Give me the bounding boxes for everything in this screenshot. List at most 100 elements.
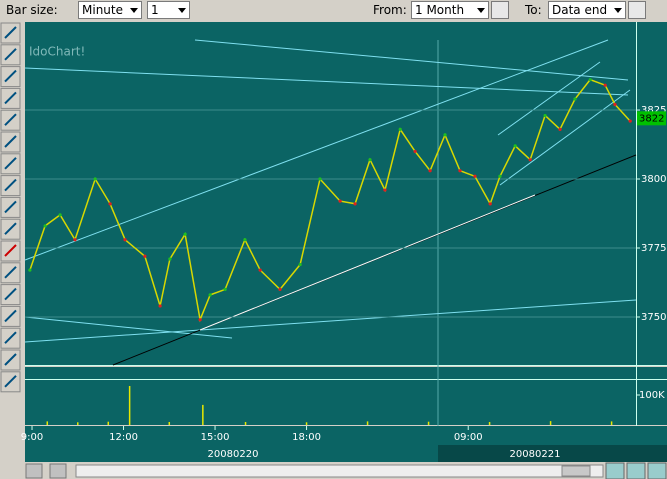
price-point (243, 238, 247, 242)
tool-icon (4, 178, 17, 192)
price-point (368, 158, 372, 162)
price-point (108, 202, 112, 206)
trend-lines (24, 39, 637, 343)
price-point (278, 287, 282, 291)
from-calendar-button[interactable] (491, 1, 509, 19)
tool-buttons (0, 22, 21, 393)
tool-icon (4, 353, 17, 366)
trend-line (194, 39, 629, 81)
trend-line (24, 316, 233, 339)
price-point (158, 304, 162, 308)
tool-icon (4, 309, 17, 323)
watermark: IdoChart! (29, 45, 85, 59)
date-label: 20080221 (510, 449, 561, 460)
price-point (613, 102, 617, 107)
date-bar (25, 445, 438, 462)
tool-button[interactable] (25, 463, 43, 479)
to-select[interactable]: Data end (548, 1, 626, 19)
price-point (258, 268, 262, 272)
trend-line (499, 89, 631, 186)
price-point (168, 257, 172, 261)
y-tick-label: 3750 (641, 312, 666, 323)
bar-size-select[interactable]: Minute (78, 1, 142, 19)
to-label: To: (525, 3, 542, 17)
zoom-in-button[interactable] (626, 462, 646, 479)
tool-icon (4, 135, 17, 148)
price-point (223, 287, 227, 291)
price-axis (636, 22, 667, 365)
tool-icon (4, 375, 17, 388)
price-line (29, 78, 631, 323)
price-point (43, 224, 47, 228)
bar-count-select[interactable]: 1 (147, 1, 190, 19)
bar-size-label: Bar size: (6, 3, 58, 17)
price-point (528, 158, 532, 162)
price-point (58, 213, 62, 217)
price-point (353, 202, 357, 206)
price-point (298, 262, 302, 267)
zoom-out-button[interactable] (647, 462, 667, 479)
zoom-fit-button[interactable] (605, 462, 625, 479)
y-tick-label: 3800 (641, 174, 666, 185)
price-point (93, 177, 97, 181)
tool-icon (4, 266, 17, 279)
tool-icon (4, 48, 17, 61)
price-point (498, 174, 502, 178)
price-point (413, 149, 417, 154)
time-axis (25, 426, 667, 445)
tool-icon (4, 222, 17, 235)
x-tick-label: 15:00 (201, 432, 230, 443)
from-label: From: (373, 3, 407, 17)
y-tick-label: 3775 (641, 243, 666, 254)
x-tick-label: 09:00 (454, 432, 483, 443)
price-point (73, 238, 77, 242)
tool-icon (4, 26, 17, 39)
price-point (338, 199, 342, 203)
price-point (123, 238, 127, 242)
x-tick-label: 9:00 (21, 432, 43, 443)
trend-line (199, 194, 536, 331)
price-point (318, 177, 322, 181)
price-point (573, 97, 577, 101)
tool-icon (4, 287, 17, 301)
toolbar: Bar size: Minute 1 From: 1 Month To: Dat… (0, 0, 667, 22)
chart: IdoChart! 3750 3775 3800 3825 9:00 12:00 15:00… (0, 22, 667, 479)
price-point (488, 202, 492, 206)
horizontal-scrollbar[interactable] (75, 464, 604, 478)
price-point (588, 78, 592, 82)
trend-line (24, 299, 637, 343)
save-button[interactable] (49, 463, 67, 479)
volume-pane (25, 380, 636, 425)
price-point (603, 83, 607, 87)
price-point (543, 113, 547, 118)
price-pane (25, 22, 636, 365)
volume-axis (636, 380, 667, 425)
price-point (183, 232, 187, 236)
to-calendar-button[interactable] (628, 1, 646, 19)
price-point (628, 119, 632, 123)
price-point (443, 133, 447, 137)
price-point (143, 254, 147, 258)
date-label: 20080220 (208, 449, 259, 460)
last-price-label: 3822 (639, 113, 664, 124)
price-point (473, 174, 477, 178)
x-tick-label: 12:00 (109, 432, 138, 443)
tool-icon (4, 331, 17, 344)
price-point (398, 127, 402, 131)
price-point (513, 144, 517, 148)
date-bar (438, 445, 667, 462)
tool-icon (4, 91, 17, 105)
price-point (198, 318, 202, 322)
y-tick-label: 3825 (641, 105, 666, 116)
tool-icon (4, 157, 17, 170)
price-point (383, 188, 387, 192)
tool-icon (4, 200, 17, 214)
tool-icon (4, 244, 17, 257)
price-point (208, 293, 212, 297)
tool-icon (4, 113, 17, 126)
from-select[interactable]: 1 Month (411, 1, 489, 19)
tool-icon (4, 69, 17, 83)
scroll-thumb[interactable] (561, 465, 591, 477)
x-tick-label: 18:00 (292, 432, 321, 443)
